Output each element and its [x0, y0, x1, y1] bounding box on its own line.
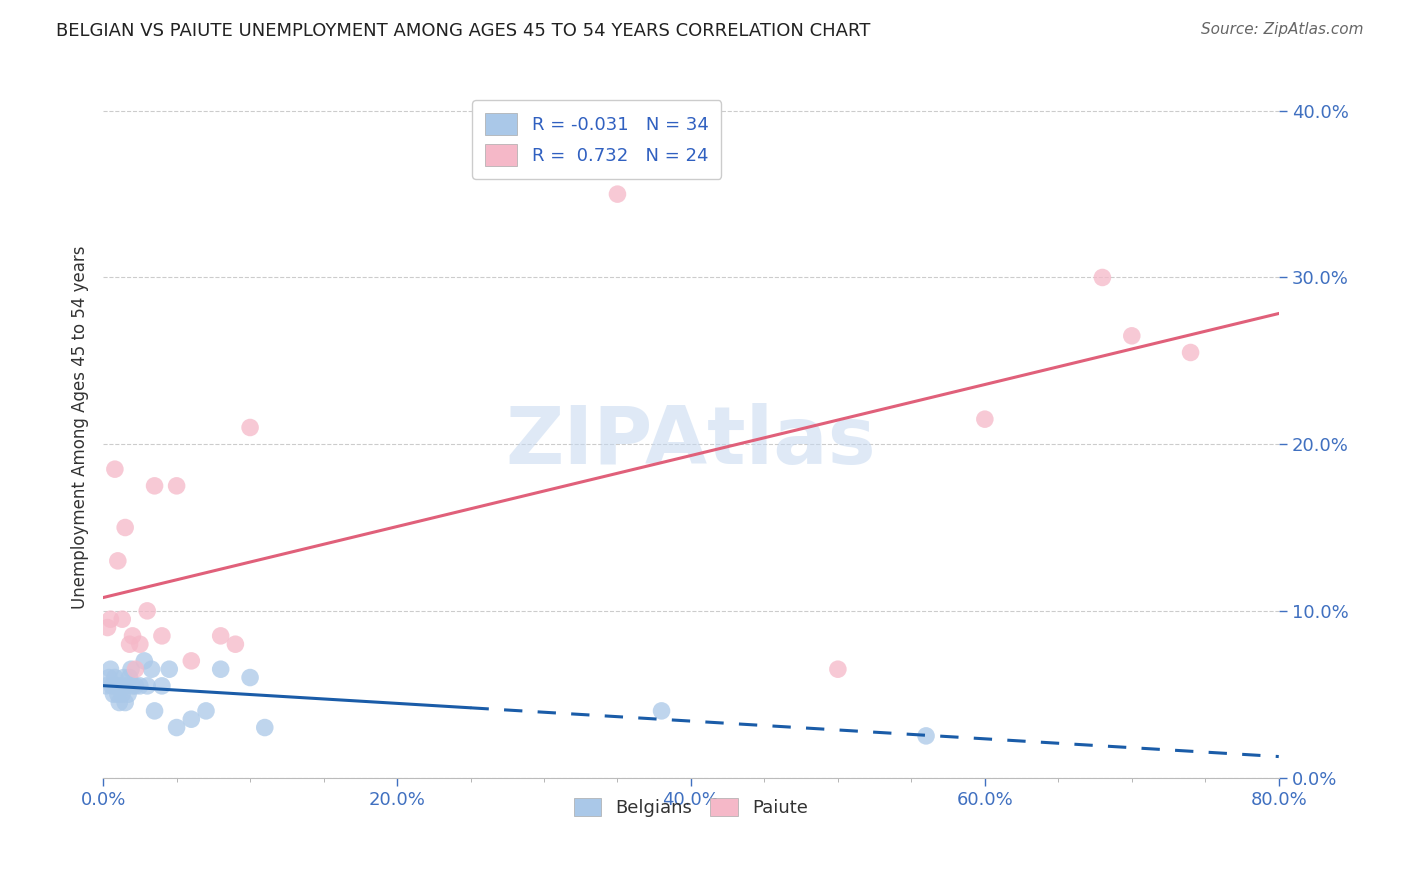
Point	[107, 554, 129, 568]
Point	[104, 671, 127, 685]
Point	[94, 679, 117, 693]
Point	[114, 696, 136, 710]
Point	[224, 637, 246, 651]
Point	[166, 721, 188, 735]
Point	[115, 679, 138, 693]
Point	[1180, 345, 1202, 359]
Point	[128, 679, 150, 693]
Point	[118, 671, 141, 685]
Point	[104, 462, 127, 476]
Point	[209, 629, 232, 643]
Point	[136, 679, 159, 693]
Point	[157, 662, 180, 676]
Point	[141, 662, 163, 676]
Point	[118, 637, 141, 651]
Point	[651, 704, 673, 718]
Point	[105, 679, 128, 693]
Point	[120, 662, 142, 676]
Point	[1091, 270, 1114, 285]
Text: Source: ZipAtlas.com: Source: ZipAtlas.com	[1201, 22, 1364, 37]
Point	[827, 662, 849, 676]
Point	[107, 687, 129, 701]
Legend: Belgians, Paiute: Belgians, Paiute	[567, 790, 815, 824]
Point	[150, 629, 173, 643]
Point	[143, 704, 166, 718]
Point	[180, 654, 202, 668]
Y-axis label: Unemployment Among Ages 45 to 54 years: Unemployment Among Ages 45 to 54 years	[72, 246, 89, 609]
Point	[606, 187, 628, 202]
Point	[110, 679, 132, 693]
Text: ZIPAtlas: ZIPAtlas	[506, 402, 876, 481]
Point	[111, 687, 134, 701]
Point	[124, 679, 146, 693]
Point	[180, 712, 202, 726]
Point	[128, 637, 150, 651]
Point	[100, 612, 122, 626]
Text: BELGIAN VS PAIUTE UNEMPLOYMENT AMONG AGES 45 TO 54 YEARS CORRELATION CHART: BELGIAN VS PAIUTE UNEMPLOYMENT AMONG AGE…	[56, 22, 870, 40]
Point	[112, 671, 135, 685]
Point	[1121, 328, 1143, 343]
Point	[100, 662, 122, 676]
Point	[239, 420, 262, 434]
Point	[114, 520, 136, 534]
Point	[108, 696, 131, 710]
Point	[124, 662, 146, 676]
Point	[101, 679, 124, 693]
Point	[143, 479, 166, 493]
Point	[134, 654, 156, 668]
Point	[96, 621, 118, 635]
Point	[150, 679, 173, 693]
Point	[209, 662, 232, 676]
Point	[973, 412, 995, 426]
Point	[98, 671, 121, 685]
Point	[117, 687, 139, 701]
Point	[166, 479, 188, 493]
Point	[121, 629, 143, 643]
Point	[239, 671, 262, 685]
Point	[121, 679, 143, 693]
Point	[103, 687, 125, 701]
Point	[195, 704, 218, 718]
Point	[253, 721, 276, 735]
Point	[915, 729, 938, 743]
Point	[136, 604, 159, 618]
Point	[111, 612, 134, 626]
